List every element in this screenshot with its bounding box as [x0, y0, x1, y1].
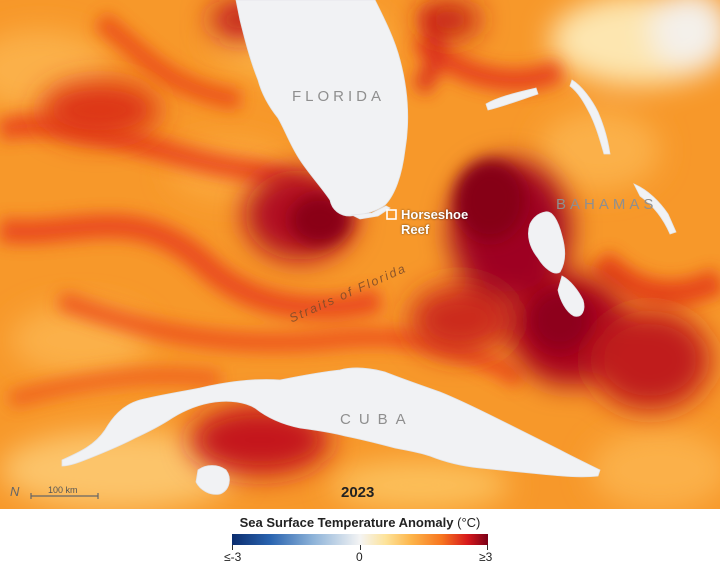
year-label: 2023: [341, 484, 375, 501]
cuba-landmass: [61, 367, 601, 478]
cuba-label: CUBA: [340, 411, 414, 428]
horseshoe-reef-label: Horseshoe Reef: [401, 207, 469, 237]
eleuthera: [633, 183, 677, 235]
map-canvas: [0, 0, 720, 509]
legend-tick-min: [232, 545, 233, 550]
legend-max-label: ≥3: [479, 550, 493, 564]
legend-title-main: Sea Surface Temperature Anomaly: [239, 515, 454, 530]
horseshoe-reef-marker: [386, 209, 397, 220]
legend-mid-label: 0: [356, 550, 363, 564]
north-arrow-icon: N: [10, 484, 20, 499]
grand-bahama: [485, 87, 539, 111]
warm-swirls: [0, 7, 720, 408]
scale-bar-label: 100 km: [48, 485, 78, 495]
legend-tick-max: [487, 545, 488, 550]
abaco: [569, 79, 611, 155]
bahamas-islet-1: [557, 275, 585, 317]
legend-min-label: ≤-3: [224, 550, 242, 564]
florida-label: FLORIDA: [292, 88, 386, 105]
legend-tick-mid: [360, 545, 361, 550]
florida-landmass: [235, 0, 409, 217]
florida-keys: [350, 205, 391, 220]
land: [61, 0, 677, 495]
sst-anomaly-map: FLORIDA BAHAMAS CUBA Straits of Florida …: [0, 0, 720, 509]
legend-colorbar: [232, 534, 488, 545]
legend-title: Sea Surface Temperature Anomaly (°C): [0, 515, 720, 530]
andros-island: [528, 211, 566, 274]
bahamas-label: BAHAMAS: [556, 196, 658, 213]
isla-de-la-juventud: [195, 465, 230, 495]
legend-title-unit: (°C): [457, 515, 481, 530]
legend: Sea Surface Temperature Anomaly (°C) ≤-3…: [0, 509, 720, 574]
scale-bar: [30, 493, 99, 499]
